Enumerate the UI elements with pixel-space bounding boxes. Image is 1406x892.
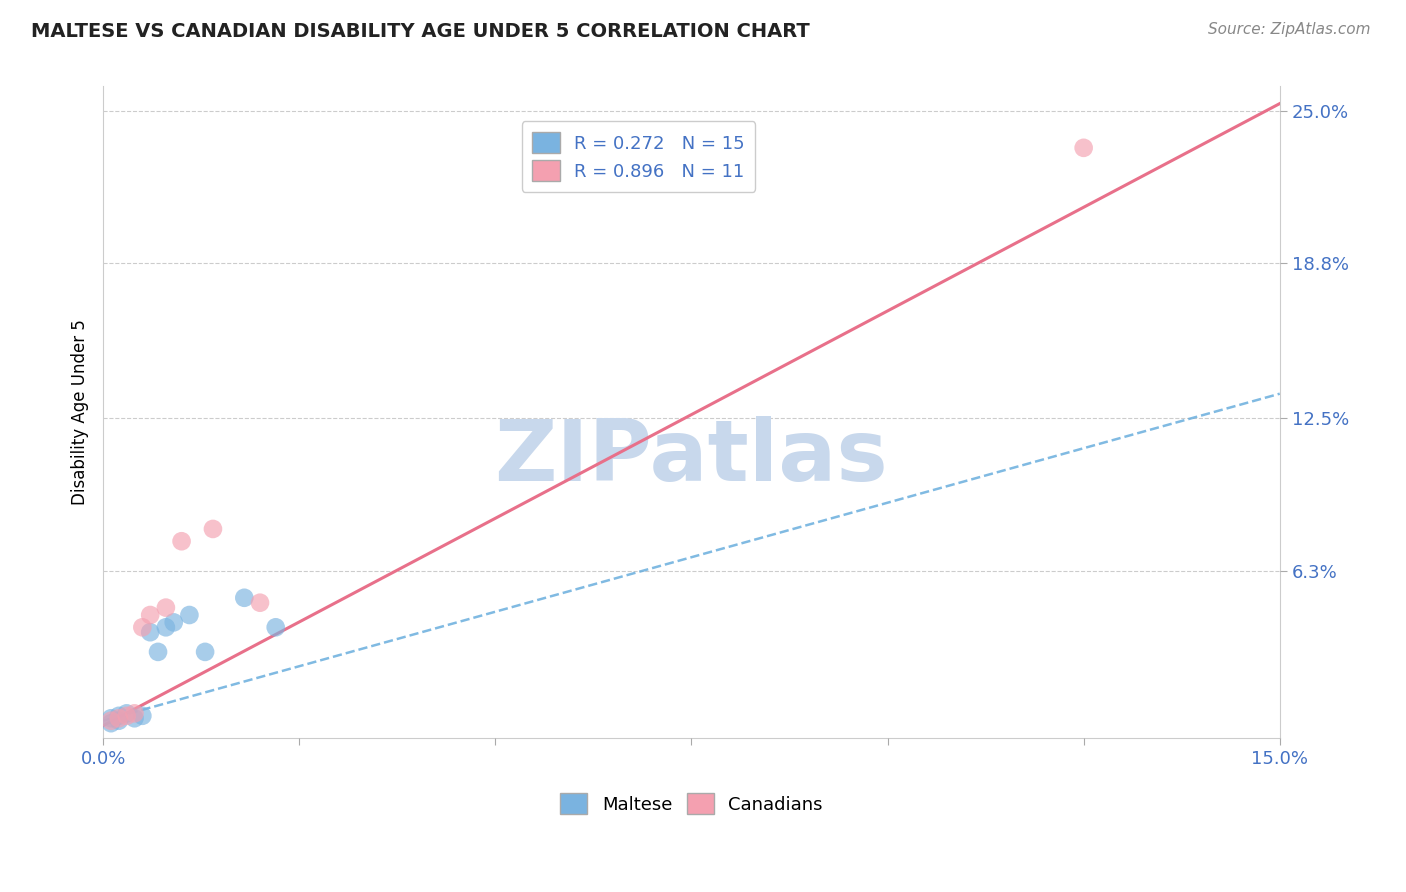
Point (179, 607, 201, 622)
Point (201, 522, 224, 536)
Point (155, 620, 177, 634)
Point (249, 596, 271, 610)
Legend: Maltese, Canadians: Maltese, Canadians (553, 786, 830, 822)
Point (131, 620, 153, 634)
Point (155, 600, 177, 615)
Point (170, 534, 193, 549)
Point (108, 714, 131, 728)
Point (163, 615, 186, 630)
Text: ZIPatlas: ZIPatlas (495, 417, 889, 500)
Text: Source: ZipAtlas.com: Source: ZipAtlas.com (1208, 22, 1371, 37)
Point (146, 645, 169, 659)
Point (108, 708, 131, 723)
Point (124, 706, 146, 721)
Point (100, 716, 122, 731)
Point (108, 711, 131, 725)
Point (139, 625, 162, 640)
Y-axis label: Disability Age Under 5: Disability Age Under 5 (72, 319, 89, 505)
Point (194, 645, 217, 659)
Point (100, 714, 122, 728)
Point (100, 711, 122, 725)
Point (139, 607, 162, 622)
Text: MALTESE VS CANADIAN DISABILITY AGE UNDER 5 CORRELATION CHART: MALTESE VS CANADIAN DISABILITY AGE UNDER… (31, 22, 810, 41)
Point (131, 708, 153, 723)
Point (124, 711, 146, 725)
Point (1073, 141, 1095, 155)
Point (115, 708, 138, 723)
Point (264, 620, 287, 634)
Point (115, 706, 138, 721)
Point (233, 591, 256, 605)
